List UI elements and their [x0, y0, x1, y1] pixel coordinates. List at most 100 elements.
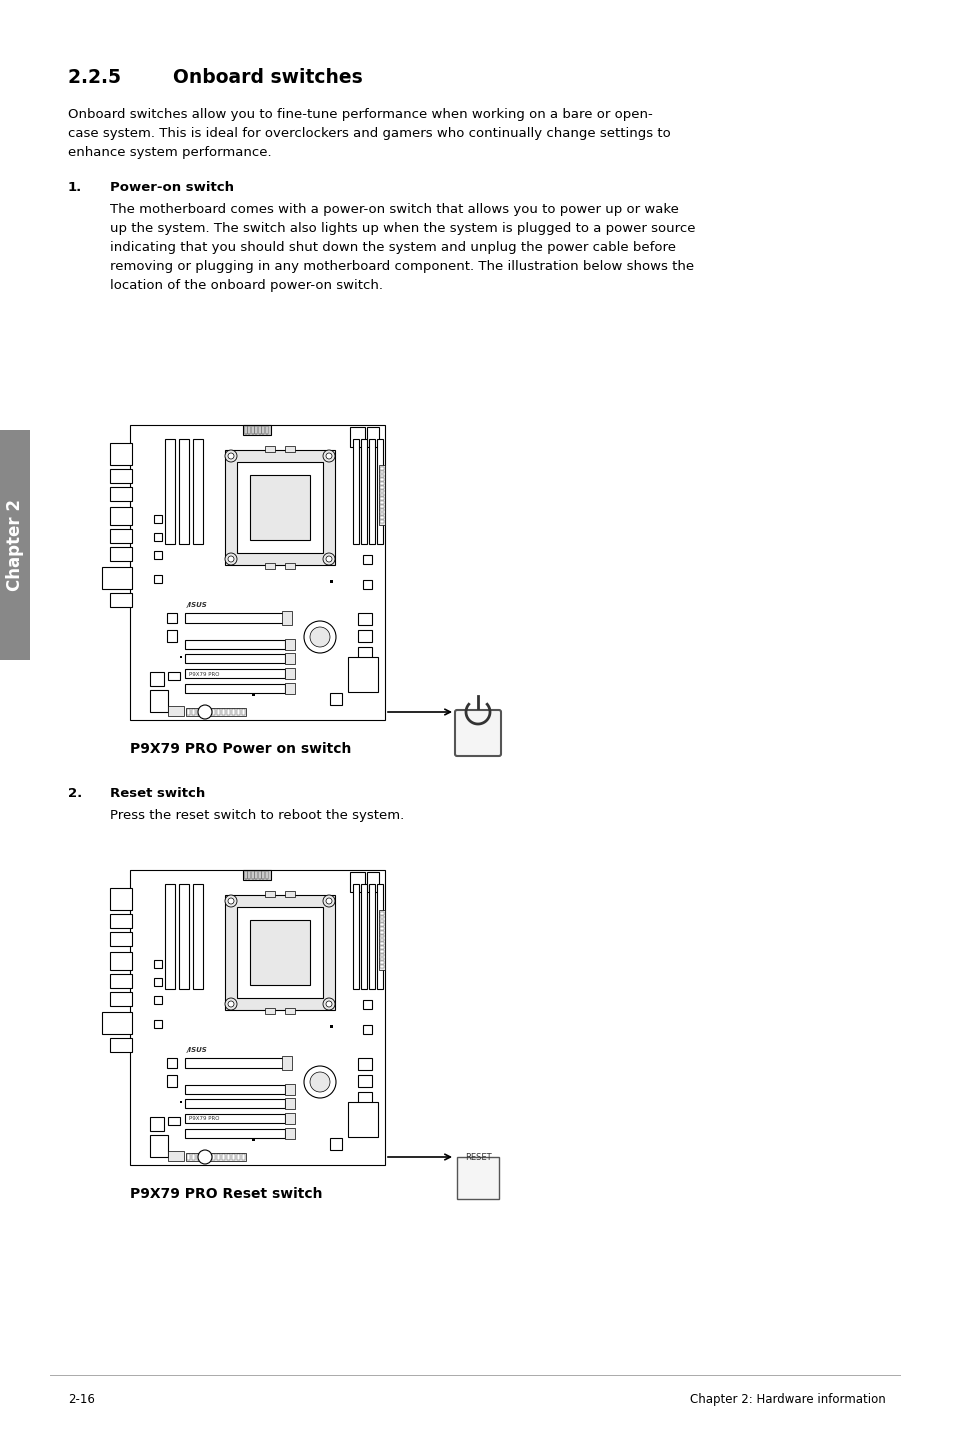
- Bar: [363, 580, 372, 590]
- Bar: [225, 450, 335, 565]
- Bar: [285, 683, 294, 695]
- Bar: [379, 939, 384, 940]
- Bar: [379, 490, 384, 492]
- Circle shape: [326, 897, 332, 905]
- Bar: [379, 486, 384, 489]
- Bar: [252, 871, 253, 879]
- Bar: [252, 426, 253, 434]
- Bar: [367, 427, 378, 447]
- Bar: [379, 923, 384, 926]
- Bar: [185, 684, 285, 693]
- Bar: [348, 657, 377, 692]
- Bar: [376, 439, 382, 544]
- Bar: [236, 907, 323, 998]
- Bar: [232, 1155, 234, 1160]
- Bar: [379, 482, 384, 485]
- Text: indicating that you should shut down the system and unplug the power cable befor: indicating that you should shut down the…: [110, 242, 676, 255]
- Bar: [216, 709, 220, 715]
- Bar: [379, 512, 384, 515]
- Bar: [350, 427, 365, 447]
- Bar: [193, 884, 203, 989]
- Bar: [330, 693, 341, 705]
- Bar: [255, 871, 257, 879]
- Bar: [192, 709, 194, 715]
- Text: case system. This is ideal for overclockers and gamers who continually change se: case system. This is ideal for overclock…: [68, 127, 670, 139]
- Bar: [242, 709, 245, 715]
- Bar: [179, 884, 189, 989]
- Bar: [202, 709, 205, 715]
- Bar: [265, 1008, 274, 1014]
- Bar: [265, 892, 274, 897]
- Bar: [243, 426, 271, 436]
- Bar: [150, 1135, 168, 1158]
- Bar: [379, 962, 384, 963]
- Bar: [202, 1155, 205, 1160]
- Bar: [348, 1102, 377, 1137]
- Bar: [110, 932, 132, 946]
- Bar: [250, 920, 310, 985]
- Bar: [196, 709, 200, 715]
- Bar: [185, 1114, 285, 1123]
- Bar: [165, 884, 174, 989]
- Text: Chapter 2: Chapter 2: [6, 499, 24, 591]
- Bar: [285, 638, 294, 650]
- Bar: [379, 965, 384, 968]
- Bar: [153, 575, 162, 582]
- Bar: [207, 1155, 210, 1160]
- Bar: [185, 640, 285, 649]
- Bar: [255, 426, 257, 434]
- Bar: [185, 1099, 285, 1109]
- Bar: [330, 580, 333, 582]
- Bar: [285, 446, 294, 452]
- Bar: [185, 1086, 285, 1094]
- Bar: [167, 613, 177, 623]
- Bar: [232, 709, 234, 715]
- Bar: [0, 430, 30, 660]
- Bar: [130, 870, 385, 1165]
- Bar: [379, 516, 384, 519]
- Text: P9X79 PRO: P9X79 PRO: [189, 672, 219, 676]
- Bar: [379, 942, 384, 945]
- Circle shape: [304, 621, 335, 653]
- Bar: [102, 567, 132, 590]
- Bar: [266, 871, 268, 879]
- Bar: [185, 654, 285, 663]
- Bar: [110, 592, 132, 607]
- Circle shape: [323, 554, 335, 565]
- Bar: [222, 1155, 225, 1160]
- Bar: [110, 889, 132, 910]
- Bar: [379, 928, 384, 930]
- Bar: [167, 1076, 177, 1087]
- Bar: [330, 1137, 341, 1150]
- Text: 1.: 1.: [68, 181, 82, 194]
- Bar: [353, 884, 358, 989]
- Bar: [130, 426, 385, 720]
- Bar: [258, 426, 261, 434]
- Bar: [250, 475, 310, 541]
- Bar: [258, 871, 261, 879]
- Bar: [262, 871, 264, 879]
- Circle shape: [198, 705, 212, 719]
- Bar: [369, 439, 375, 544]
- Bar: [110, 915, 132, 928]
- Bar: [350, 871, 365, 892]
- Bar: [285, 653, 294, 664]
- Bar: [357, 1058, 372, 1070]
- Text: /ISUS: /ISUS: [187, 1047, 208, 1053]
- Bar: [379, 951, 384, 952]
- Text: enhance system performance.: enhance system performance.: [68, 147, 272, 160]
- Bar: [285, 1099, 294, 1109]
- Bar: [110, 546, 132, 561]
- Bar: [285, 1113, 294, 1125]
- Bar: [379, 958, 384, 961]
- Bar: [212, 709, 214, 715]
- Bar: [285, 669, 294, 679]
- Bar: [168, 1150, 184, 1160]
- Bar: [330, 1025, 333, 1028]
- Bar: [378, 910, 385, 971]
- Circle shape: [323, 894, 335, 907]
- FancyBboxPatch shape: [455, 710, 500, 756]
- Bar: [153, 551, 162, 559]
- Circle shape: [228, 557, 233, 562]
- Bar: [376, 884, 382, 989]
